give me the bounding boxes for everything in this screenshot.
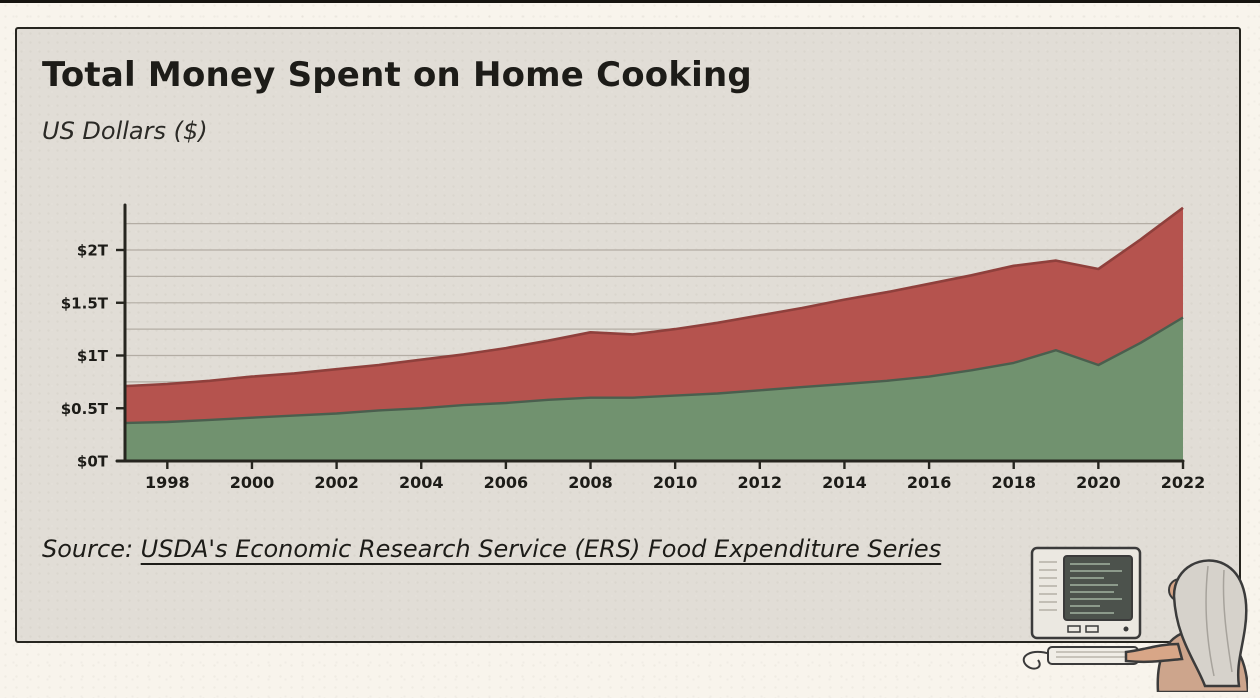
screen-text-lines — [1070, 563, 1122, 614]
monitor-vents — [1039, 561, 1057, 611]
monitor-button-left — [1067, 625, 1081, 633]
top-edge-line — [0, 0, 1260, 3]
keyboard-cable — [1022, 650, 1051, 670]
chart-title: Total Money Spent on Home Cooking — [42, 55, 752, 95]
keyboard-keys — [1056, 651, 1130, 658]
source-line: Source: USDA's Economic Research Service… — [42, 535, 941, 563]
hair-strands — [1205, 565, 1233, 677]
monitor-button-right — [1085, 625, 1099, 633]
person-hair — [1172, 559, 1248, 688]
person-at-computer-illustration — [1022, 546, 1248, 692]
source-link[interactable]: USDA's Economic Research Service (ERS) F… — [140, 535, 942, 563]
keyboard — [1047, 646, 1139, 665]
source-prefix: Source: — [42, 535, 141, 563]
chart-subtitle: US Dollars ($) — [42, 117, 208, 145]
monitor-power-light — [1123, 626, 1129, 632]
monitor-screen — [1063, 555, 1133, 621]
person-arm — [1124, 642, 1184, 664]
